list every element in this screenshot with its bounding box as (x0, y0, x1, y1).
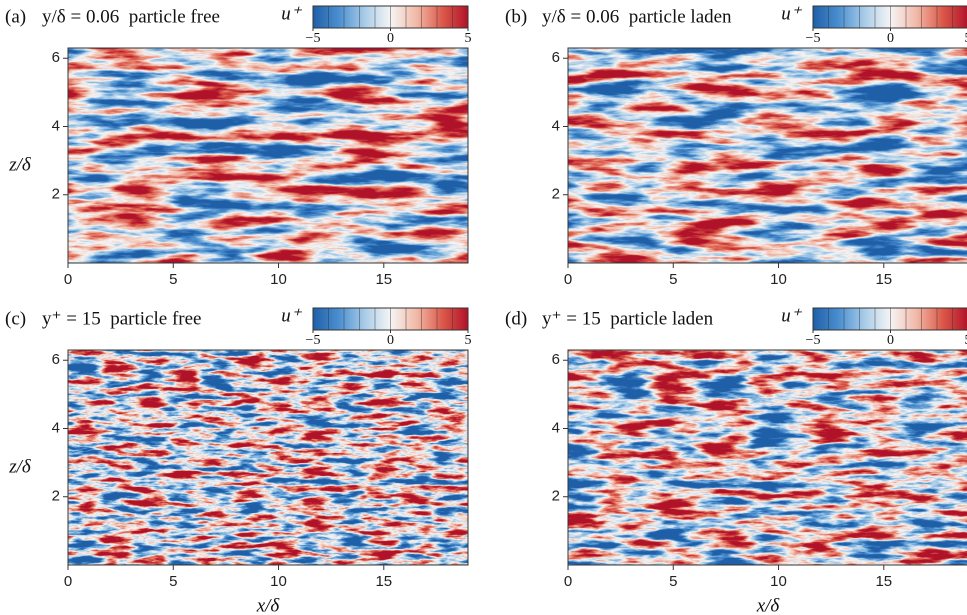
x-tick-label: 15 (875, 271, 892, 288)
colorbar-tick-label: −5 (806, 333, 821, 348)
y-tick-label: 2 (552, 186, 560, 203)
panel-title: y⁺ = 15 particle laden (542, 308, 714, 329)
colorbar (313, 308, 468, 330)
y-tick-label: 2 (52, 186, 60, 203)
colorbar (813, 6, 967, 28)
panel-title: y/δ = 0.06 particle free (42, 6, 220, 27)
y-axis-label: z/δ (8, 155, 32, 176)
colorbar-label: u⁺ (781, 3, 803, 24)
colorbar-tick-label: −5 (306, 31, 321, 46)
colorbar (313, 6, 468, 28)
y-tick-label: 2 (552, 488, 560, 505)
y-tick-label: 6 (52, 351, 60, 368)
y-tick-label: 4 (552, 117, 560, 134)
x-tick-label: 0 (64, 271, 72, 288)
velocity-field (568, 350, 967, 565)
y-tick-label: 4 (52, 419, 60, 436)
velocity-field (568, 48, 967, 263)
x-tick-label: 15 (375, 271, 392, 288)
colorbar-tick-label: 0 (887, 31, 894, 46)
colorbar-tick-label: 5 (465, 31, 472, 46)
y-tick-label: 6 (552, 351, 560, 368)
panel-label: (b) (505, 6, 527, 27)
colorbar (813, 308, 967, 330)
velocity-field (68, 350, 468, 565)
x-tick-label: 5 (169, 271, 177, 288)
x-tick-label: 5 (169, 573, 177, 590)
panel-title: y⁺ = 15 particle free (42, 308, 201, 329)
colorbar-tick-label: −5 (306, 333, 321, 348)
x-tick-label: 0 (564, 573, 572, 590)
panel-title: y/δ = 0.06 particle laden (542, 6, 732, 27)
y-axis-label: z/δ (8, 457, 32, 478)
panel-label: (d) (505, 308, 527, 329)
x-tick-label: 5 (669, 573, 677, 590)
colorbar-tick-label: 5 (965, 31, 967, 46)
plot-frame (67, 47, 469, 264)
colorbar-tick-label: 0 (887, 333, 894, 348)
x-tick-label: 15 (375, 573, 392, 590)
x-tick-label: 10 (270, 573, 287, 590)
colorbar-tick-label: −5 (806, 31, 821, 46)
x-axis-label: x/δ (756, 595, 781, 615)
colorbar-tick-label: 0 (387, 333, 394, 348)
colorbar-label: u⁺ (281, 3, 303, 24)
x-tick-label: 5 (669, 271, 677, 288)
colorbar-tick-label: 5 (965, 333, 967, 348)
y-tick-label: 6 (552, 49, 560, 66)
x-axis-label: x/δ (256, 595, 281, 615)
x-tick-label: 10 (770, 271, 787, 288)
colorbar-label: u⁺ (781, 305, 803, 326)
plot-frame (67, 349, 469, 566)
y-tick-label: 4 (552, 419, 560, 436)
x-tick-label: 0 (564, 271, 572, 288)
colorbar-label: u⁺ (281, 305, 303, 326)
x-tick-label: 10 (270, 271, 287, 288)
plot-frame (567, 47, 967, 264)
plot-frame (567, 349, 967, 566)
panel-label: (a) (5, 6, 26, 27)
x-tick-label: 15 (875, 573, 892, 590)
colorbar-tick-label: 0 (387, 31, 394, 46)
panel-label: (c) (5, 308, 26, 329)
x-tick-label: 0 (64, 573, 72, 590)
y-tick-label: 6 (52, 49, 60, 66)
y-tick-label: 4 (52, 117, 60, 134)
velocity-field (68, 48, 468, 263)
x-tick-label: 10 (770, 573, 787, 590)
y-tick-label: 2 (52, 488, 60, 505)
colorbar-tick-label: 5 (465, 333, 472, 348)
